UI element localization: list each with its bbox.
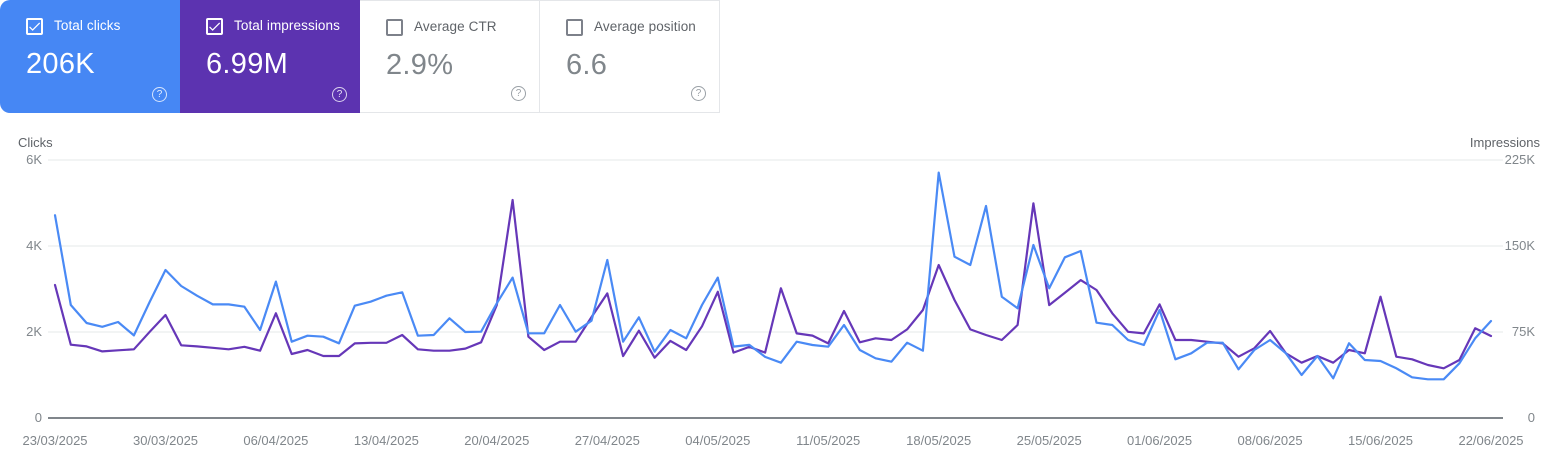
clicks-line: [53, 171, 1493, 381]
average-ctr-checkbox[interactable]: [386, 19, 403, 36]
metric-card-average-position[interactable]: Average position 6.6 ?: [540, 0, 720, 113]
left-axis-title: Clicks: [18, 135, 53, 150]
card-header: Average CTR: [386, 18, 539, 36]
date-label: 01/06/2025: [1127, 433, 1193, 448]
metric-value: 2.9%: [386, 49, 454, 81]
clicks-tick-label: 4K: [26, 238, 42, 253]
impressions-line: [53, 198, 1493, 370]
metric-label: Average position: [594, 19, 696, 34]
date-label: 15/06/2025: [1347, 433, 1414, 448]
card-header: Total impressions: [206, 17, 360, 35]
help-icon[interactable]: ?: [511, 86, 526, 101]
total-impressions-checkbox[interactable]: [206, 18, 223, 35]
metric-value: 6.6: [566, 49, 608, 81]
date-label: 13/04/2025: [353, 433, 419, 448]
metric-value: 206K: [26, 48, 95, 80]
date-label: 08/06/2025: [1237, 433, 1303, 448]
total-clicks-checkbox[interactable]: [26, 18, 43, 35]
help-icon[interactable]: ?: [691, 86, 706, 101]
metric-value: 6.99M: [206, 48, 289, 80]
impressions-tick-label: 150K: [1504, 238, 1535, 253]
card-header: Average position: [566, 18, 719, 36]
metric-cards-row: Total clicks 206K ? Total impressions 6.…: [0, 0, 720, 113]
date-label: 23/03/2025: [22, 433, 88, 448]
chart-canvas[interactable]: [0, 130, 1557, 474]
date-label: 06/04/2025: [243, 433, 309, 448]
clicks-tick-label: 2K: [26, 324, 42, 339]
metric-label: Average CTR: [414, 19, 497, 34]
metric-card-average-ctr[interactable]: Average CTR 2.9% ?: [360, 0, 540, 113]
metric-card-total-impressions[interactable]: Total impressions 6.99M ?: [180, 0, 360, 113]
date-label: 25/05/2025: [1016, 433, 1082, 448]
checkmark-icon: [209, 22, 221, 31]
clicks-tick-label: 0: [34, 410, 42, 425]
performance-chart[interactable]: Clicks Impressions 0 2K 4K 6K 0 75K 150K 225K …: [0, 130, 1557, 474]
metric-card-total-clicks[interactable]: Total clicks 206K ?: [0, 0, 180, 113]
metric-label: Total clicks: [54, 18, 121, 33]
card-header: Total clicks: [26, 17, 180, 35]
help-icon[interactable]: ?: [152, 87, 167, 102]
right-axis-title: Impressions: [1469, 135, 1540, 150]
help-icon[interactable]: ?: [332, 87, 347, 102]
impressions-tick-label: 75K: [1511, 324, 1535, 339]
date-label: 11/05/2025: [796, 433, 861, 448]
impressions-tick-label: 0: [1527, 410, 1535, 425]
date-label: 04/05/2025: [685, 433, 751, 448]
date-label: 27/04/2025: [574, 433, 640, 448]
clicks-tick-label: 6K: [26, 152, 42, 167]
average-position-checkbox[interactable]: [566, 19, 583, 36]
checkmark-icon: [29, 22, 41, 31]
date-label: 20/04/2025: [464, 433, 530, 448]
date-label: 22/06/2025: [1458, 433, 1524, 448]
date-label: 18/05/2025: [906, 433, 972, 448]
impressions-tick-label: 225K: [1504, 152, 1535, 167]
metric-label: Total impressions: [234, 18, 340, 33]
date-label: 30/03/2025: [132, 433, 199, 448]
